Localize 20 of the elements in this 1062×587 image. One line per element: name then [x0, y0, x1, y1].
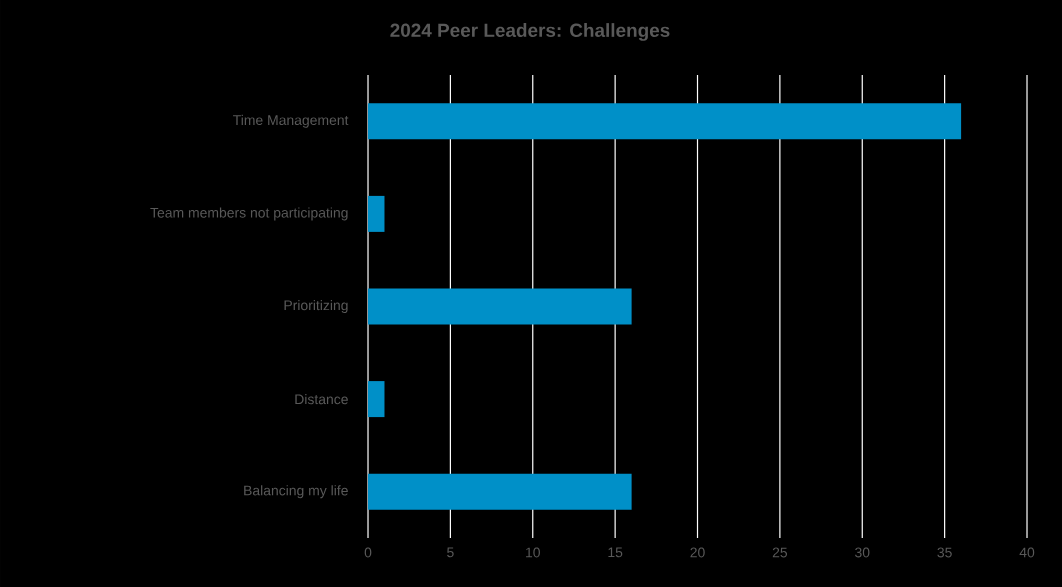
bar: [368, 195, 385, 232]
bar: [368, 288, 632, 325]
x-tick-label: 20: [690, 547, 705, 558]
y-tick-label: Balancing my life: [244, 485, 348, 499]
x-tick-label: 10: [526, 547, 540, 558]
x-tick-label: 35: [937, 547, 952, 558]
x-tick-label: 15: [608, 547, 623, 558]
bar: [368, 381, 385, 418]
y-tick-label: Distance: [295, 393, 348, 405]
bar: [368, 473, 632, 510]
x-tick-label: 0: [364, 547, 372, 558]
y-tick-label: Prioritizing: [284, 299, 348, 313]
x-tick-label: 40: [1019, 547, 1035, 558]
y-tick-label: Time Management: [233, 114, 349, 128]
x-tick-label: 30: [855, 547, 870, 558]
x-tick-label: 25: [772, 547, 788, 558]
bar: [368, 103, 962, 140]
chart-title: 2024 Peer Leaders: Challenges: [390, 23, 670, 41]
x-tick-label: 5: [447, 547, 454, 558]
y-tick-label: Team members not participating: [150, 207, 348, 221]
